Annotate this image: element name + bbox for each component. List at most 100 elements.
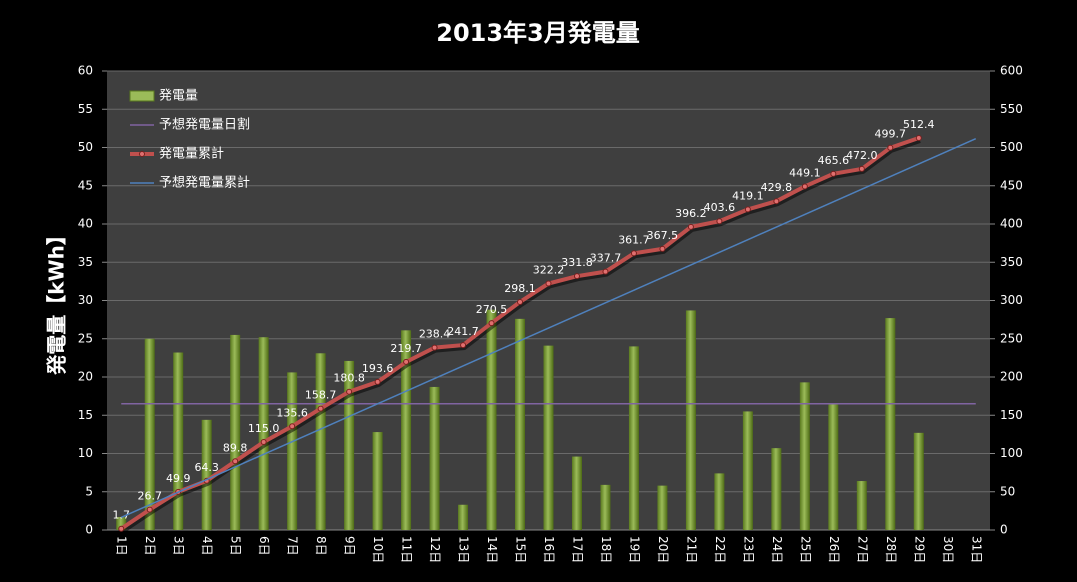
x-tick-label: 23日	[741, 536, 755, 563]
bar	[913, 432, 924, 530]
data-label: 499.7	[875, 128, 907, 141]
bar	[344, 360, 355, 530]
bar	[885, 318, 896, 530]
data-label: 180.8	[333, 372, 365, 385]
data-label: 135.6	[276, 406, 308, 419]
x-tick-label: 25日	[798, 536, 812, 563]
data-label: 219.7	[390, 342, 422, 355]
legend-swatch	[129, 90, 155, 102]
legend-marker	[139, 151, 145, 157]
line-marker	[317, 405, 324, 412]
x-tick-label: 30日	[941, 536, 955, 563]
y2-tick-label: 450	[1000, 178, 1023, 192]
y-tick-label: 20	[78, 370, 93, 384]
bar	[173, 352, 184, 530]
data-label: 270.5	[476, 303, 508, 316]
data-label: 298.1	[504, 282, 536, 295]
bar	[515, 318, 526, 530]
x-tick-label: 6日	[257, 536, 271, 556]
line-marker	[517, 298, 524, 305]
line-marker	[716, 218, 723, 225]
x-tick-label: 5日	[229, 536, 243, 556]
x-tick-label: 12日	[428, 536, 442, 563]
y2-tick-label: 0	[1000, 523, 1008, 537]
bar	[628, 346, 639, 530]
bar	[771, 448, 782, 530]
line-marker	[488, 320, 495, 327]
bar	[372, 432, 383, 530]
bar	[856, 481, 867, 530]
bar	[543, 345, 554, 530]
x-tick-label: 11日	[400, 536, 414, 563]
y2-tick-label: 350	[1000, 255, 1023, 269]
line-marker	[744, 206, 751, 213]
x-tick-label: 20日	[656, 536, 670, 563]
x-tick-label: 7日	[286, 536, 300, 556]
line-marker	[118, 525, 125, 532]
y-tick-label: 45	[78, 178, 93, 192]
legend-label: 発電量	[159, 89, 198, 104]
x-tick-label: 21日	[684, 536, 698, 563]
y2-tick-label: 250	[1000, 331, 1023, 345]
line-marker	[659, 245, 666, 252]
y2-tick-label: 100	[1000, 446, 1023, 460]
y-tick-label: 40	[78, 217, 93, 231]
line-marker	[232, 458, 239, 465]
y-tick-label: 55	[78, 102, 93, 116]
bar	[144, 338, 155, 530]
x-tick-label: 8日	[314, 536, 328, 556]
y-tick-label: 35	[78, 255, 93, 269]
x-tick-label: 22日	[713, 536, 727, 563]
data-label: 472.0	[846, 149, 878, 162]
data-label: 49.9	[166, 472, 191, 485]
data-label: 419.1	[732, 189, 764, 202]
data-label: 238.4	[419, 328, 451, 341]
y-tick-label: 15	[78, 408, 93, 422]
y-tick-label: 10	[78, 446, 93, 460]
line-marker	[260, 439, 267, 446]
x-tick-label: 9日	[343, 536, 357, 556]
bar	[657, 485, 668, 530]
data-label: 1.7	[112, 509, 130, 522]
x-tick-label: 14日	[485, 536, 499, 563]
bar	[828, 403, 839, 530]
data-label: 512.4	[903, 118, 935, 131]
bar	[315, 353, 326, 530]
x-tick-label: 19日	[627, 536, 641, 563]
data-label: 465.6	[818, 154, 850, 167]
y2-tick-label: 50	[1000, 484, 1015, 498]
x-tick-label: 13日	[457, 536, 471, 563]
bar	[571, 456, 582, 530]
x-tick-label: 15日	[514, 536, 528, 563]
line-marker	[545, 280, 552, 287]
y-tick-label: 50	[78, 140, 93, 154]
y2-tick-label: 600	[1000, 64, 1023, 78]
bar	[116, 516, 127, 530]
x-tick-label: 1日	[115, 536, 129, 556]
data-label: 158.7	[305, 389, 337, 402]
data-label: 193.6	[362, 362, 394, 375]
x-tick-label: 10日	[371, 536, 385, 563]
data-label: 241.7	[447, 325, 479, 338]
y2-tick-label: 550	[1000, 102, 1023, 116]
y-axis-label: 発電量【kWh】	[45, 225, 69, 376]
bar	[742, 411, 753, 530]
data-label: 361.7	[618, 233, 650, 246]
legend-label: 予想発電量累計	[159, 175, 250, 191]
line-marker	[858, 165, 865, 172]
x-tick-label: 26日	[827, 536, 841, 563]
line-marker	[460, 342, 467, 349]
bar	[230, 334, 241, 530]
x-tick-label: 31日	[969, 536, 983, 563]
line-marker	[630, 250, 637, 257]
legend-label: 予想発電量日割	[159, 117, 250, 133]
y-tick-label: 30	[78, 293, 93, 307]
data-label: 403.6	[704, 201, 736, 214]
data-label: 449.1	[789, 166, 821, 179]
data-label: 64.3	[194, 461, 219, 474]
bar	[458, 504, 469, 530]
y-tick-label: 60	[78, 64, 93, 78]
data-label: 367.5	[647, 229, 679, 242]
line-marker	[431, 344, 438, 351]
